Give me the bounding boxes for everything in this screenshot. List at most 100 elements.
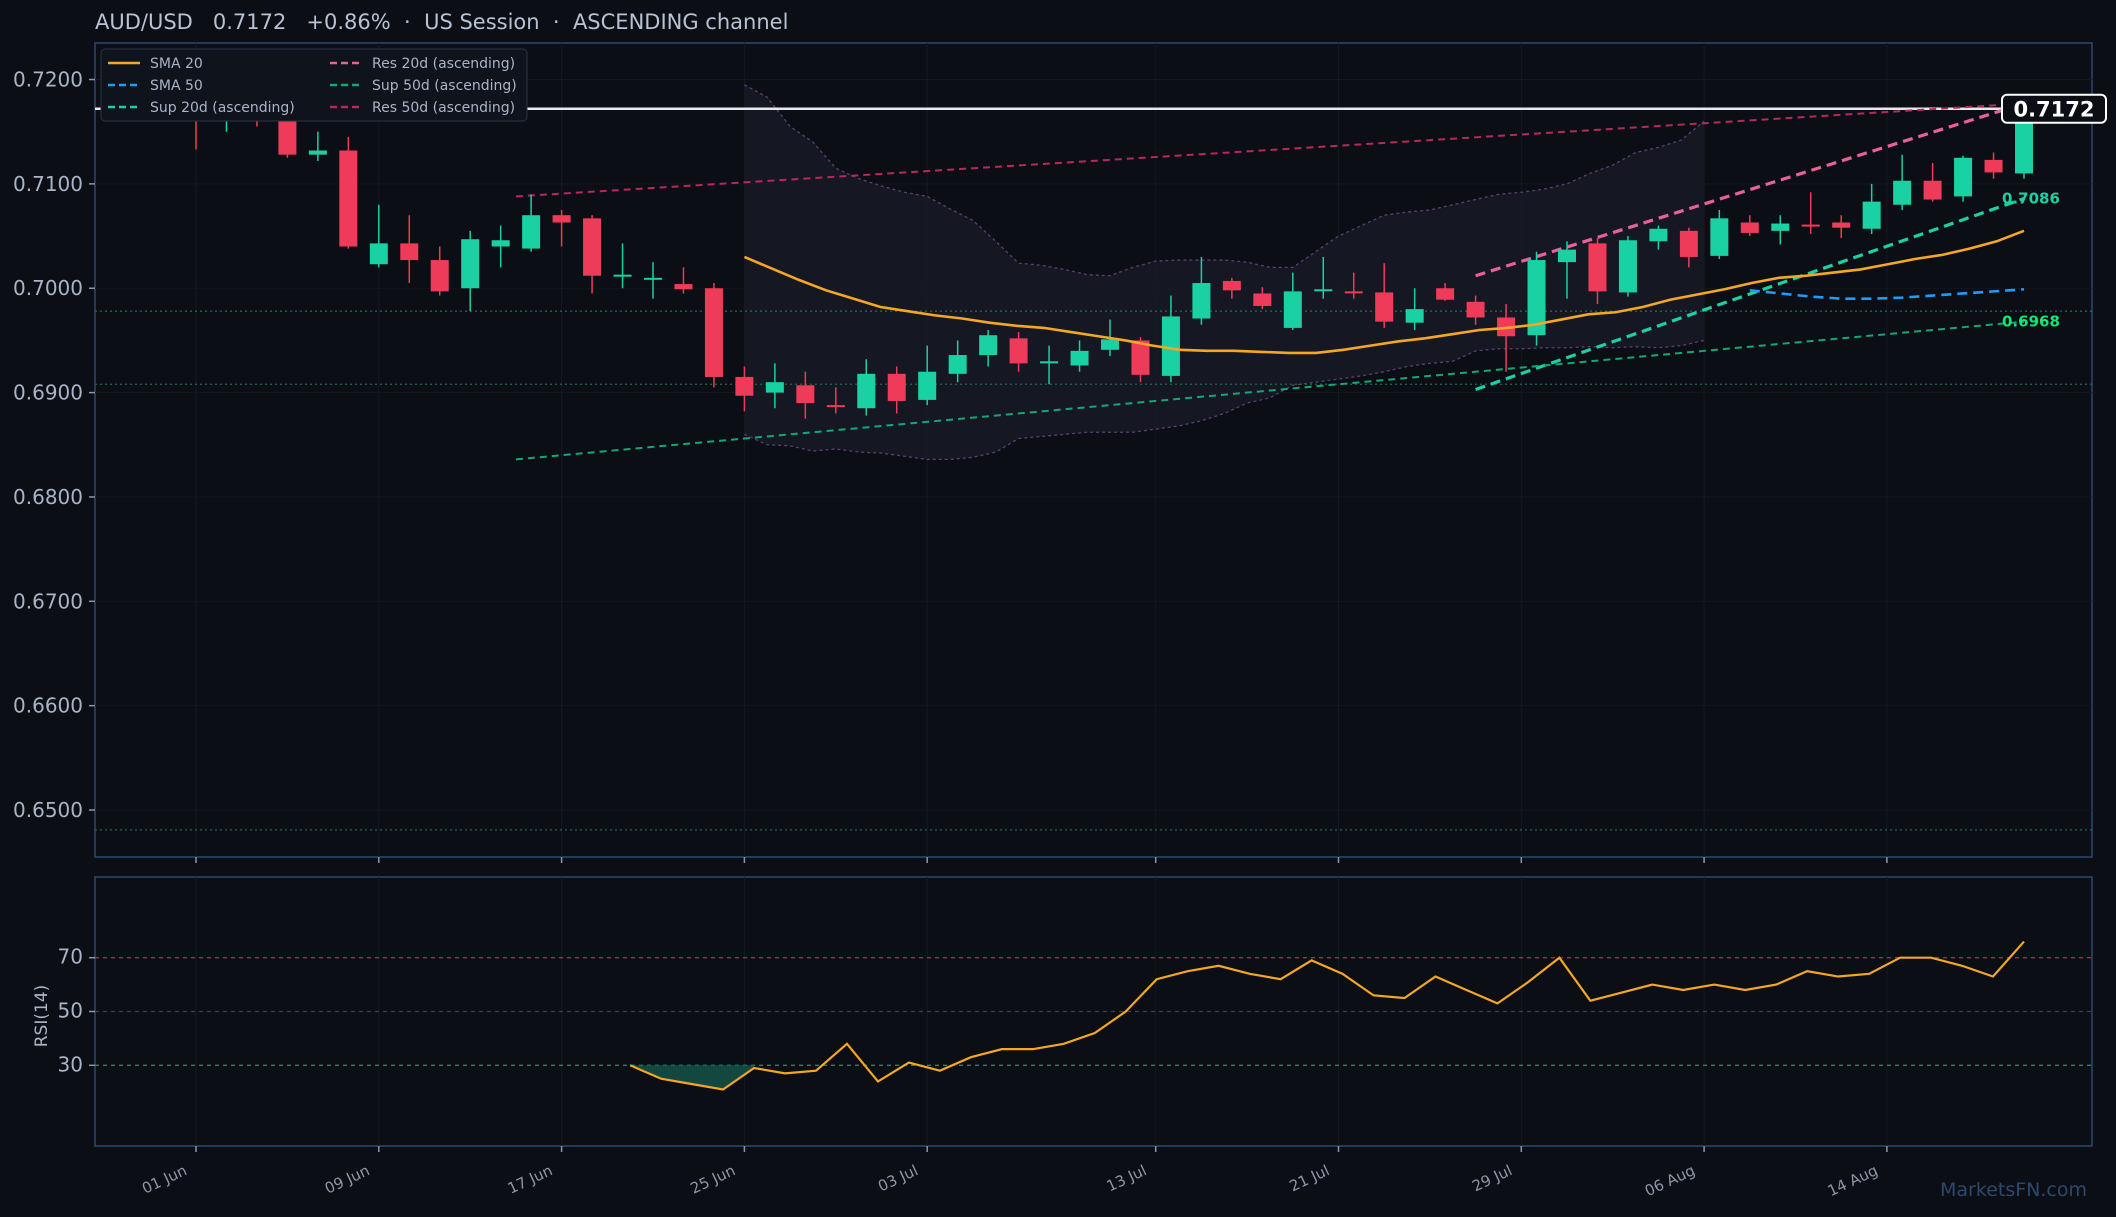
legend-label: Sup 50d (ascending) (372, 78, 517, 94)
rsi-line (629, 940, 2025, 1091)
channel-line (515, 320, 2025, 461)
candle-body (765, 382, 784, 393)
candle-body (1558, 249, 1576, 263)
rsi-tick-label: 50 (58, 999, 83, 1023)
rsi-axis-label: RSI(14) (32, 985, 52, 1048)
x-tick-label: 14 Aug (1825, 1161, 1881, 1200)
candle-body (461, 239, 480, 289)
candle-body (1740, 222, 1759, 233)
candle-body (918, 371, 937, 400)
sma20-line (743, 229, 2025, 355)
candle-body (1131, 340, 1150, 375)
candle-body (704, 288, 723, 377)
rsi-tick-label: 70 (58, 945, 83, 969)
candle-body (1375, 292, 1394, 322)
price-tag-value: 0.7172 (2013, 98, 2094, 122)
price-tag-box (2001, 93, 2107, 124)
candle-body (1862, 201, 1881, 229)
y-tick-label: 0.6500 (13, 798, 83, 822)
candle-body (1618, 240, 1637, 293)
candle-body (1710, 218, 1729, 256)
candle-body (1192, 283, 1211, 319)
candle-body (1954, 157, 1973, 197)
x-tick-label: 06 Aug (1642, 1161, 1698, 1200)
legend-label: Sup 20d (ascending) (150, 100, 295, 116)
rsi-tick-label: 30 (58, 1052, 83, 1076)
y-tick-label: 0.7000 (13, 276, 83, 300)
candle-body (491, 240, 510, 247)
candle-body (1527, 260, 1546, 336)
x-tick-label: 25 Jun (688, 1161, 738, 1197)
y-tick-label: 0.6800 (13, 485, 83, 509)
candle-body (1405, 309, 1424, 323)
candle-body (674, 284, 693, 290)
legend: SMA 20 SMA 50 Sup 20d (ascending) Res 20d (… (100, 48, 528, 122)
chart-title: AUD/USD 0.7172 +0.86% · US Session · ASC… (95, 10, 789, 34)
x-tick-label: 03 Jul (875, 1161, 921, 1195)
candle-body (1101, 339, 1119, 350)
candle-body (400, 243, 419, 261)
x-tick-label: 21 Jul (1287, 1161, 1333, 1195)
y-tick-label: 0.7100 (13, 172, 83, 196)
candle-body (857, 373, 876, 409)
candle-body (1253, 293, 1272, 306)
price-panel (94, 42, 2093, 858)
candle-body (1679, 230, 1698, 257)
x-tick-label: 17 Jun (505, 1161, 555, 1197)
y-tick-label: 0.6700 (13, 589, 83, 613)
bollinger-upper (744, 84, 1705, 277)
candle-body (1161, 316, 1180, 376)
candle-body (1984, 159, 2003, 173)
candle-body (1070, 350, 1089, 366)
candle-body (1649, 228, 1668, 242)
candle-body (613, 274, 632, 277)
candle-body (1893, 180, 1912, 205)
candle-body (522, 215, 541, 249)
y-tick-label: 0.6900 (13, 381, 83, 405)
candle-body (1923, 180, 1942, 200)
candle-body (1222, 280, 1241, 291)
legend-label: SMA 20 (150, 56, 203, 72)
candle-body (339, 150, 358, 247)
candle-body (2015, 108, 2033, 174)
candle-body (644, 277, 662, 280)
channel-line (1475, 196, 2025, 391)
rsi-oversold-fill (630, 1065, 755, 1090)
candle-body (430, 260, 449, 292)
candle-body (1832, 222, 1851, 228)
level-label: 0.7086 (2002, 189, 2060, 207)
legend-label: Res 50d (ascending) (372, 100, 515, 116)
candle-body (583, 218, 602, 276)
x-tick-label: 29 Jul (1469, 1161, 1515, 1195)
candle-body (1588, 243, 1607, 292)
candle-body (887, 373, 906, 401)
bollinger-fill (744, 84, 1705, 460)
candle-body (278, 121, 297, 155)
candle-body (1344, 291, 1363, 294)
candle-body (1009, 338, 1028, 364)
candle-body (826, 405, 845, 408)
candle-body (948, 355, 967, 374)
x-tick-label: 09 Jun (322, 1161, 372, 1197)
y-tick-label: 0.6600 (13, 694, 83, 718)
candle-body (1040, 361, 1059, 364)
candle-body (979, 335, 998, 356)
candle-body (1466, 301, 1485, 318)
candle-body (735, 376, 754, 396)
legend-label: SMA 50 (150, 78, 203, 94)
candle-body (1436, 288, 1455, 300)
level-label: 0.6968 (2002, 313, 2060, 331)
x-tick-label: 13 Jul (1104, 1161, 1150, 1195)
watermark: MarketsFN.com (1940, 1179, 2087, 1201)
candle-body (1801, 224, 1820, 227)
candle-body (1283, 291, 1302, 328)
candle-body (369, 243, 388, 265)
x-tick-label: 01 Jun (139, 1161, 189, 1197)
candle-body (796, 385, 815, 404)
bollinger-lower (744, 339, 1705, 461)
legend-label: Res 20d (ascending) (372, 56, 515, 72)
candle-body (1771, 223, 1790, 231)
candle-body (308, 150, 327, 155)
y-tick-label: 0.7200 (13, 68, 83, 92)
